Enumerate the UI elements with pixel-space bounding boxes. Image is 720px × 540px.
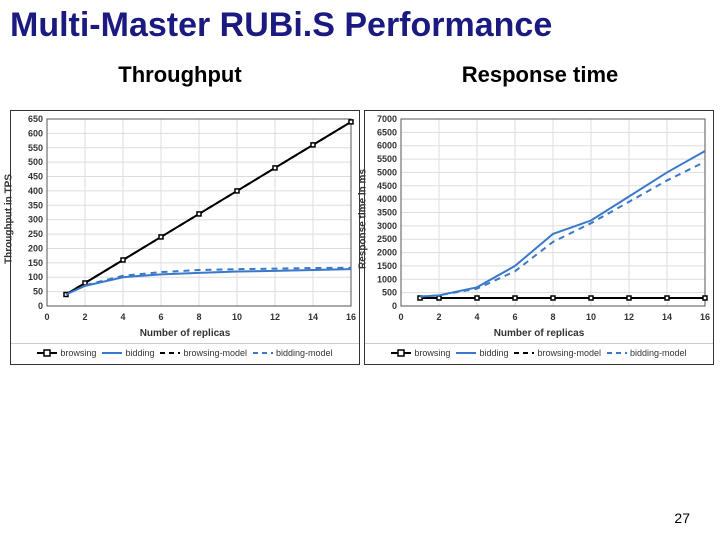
svg-text:2500: 2500: [377, 234, 397, 244]
svg-text:12: 12: [270, 312, 280, 322]
svg-text:0: 0: [398, 312, 403, 322]
svg-text:8: 8: [550, 312, 555, 322]
svg-text:1000: 1000: [377, 274, 397, 284]
svg-text:7000: 7000: [377, 114, 397, 124]
svg-text:10: 10: [586, 312, 596, 322]
legend-item-bidding_model: bidding-model: [253, 348, 333, 358]
svg-text:4500: 4500: [377, 181, 397, 191]
svg-text:12: 12: [624, 312, 634, 322]
legend-swatch-browsing: [391, 348, 411, 358]
legend-swatch-bidding: [102, 348, 122, 358]
svg-text:14: 14: [308, 312, 318, 322]
legend-label-browsing: browsing: [414, 348, 450, 358]
legend-item-bidding_model: bidding-model: [607, 348, 687, 358]
response-chart: Response time in ms 05001000150020002500…: [364, 110, 714, 365]
svg-text:550: 550: [28, 143, 43, 153]
legend-swatch-bidding_model: [253, 348, 273, 358]
svg-text:300: 300: [28, 215, 43, 225]
svg-text:5000: 5000: [377, 167, 397, 177]
svg-text:10: 10: [232, 312, 242, 322]
legend-label-bidding_model: bidding-model: [276, 348, 333, 358]
page-number: 27: [674, 510, 690, 526]
legend-label-browsing_model: browsing-model: [537, 348, 601, 358]
charts-row: Throughput in TPS 0501001502002503003504…: [10, 110, 710, 365]
svg-text:2: 2: [82, 312, 87, 322]
svg-text:0: 0: [44, 312, 49, 322]
legend-swatch-browsing_model: [514, 348, 534, 358]
throughput-plot: 0 50 100 150 200 250 300 350 400 450 500 550 600 650 0…: [11, 111, 359, 326]
svg-text:6: 6: [512, 312, 517, 322]
legend-label-browsing: browsing: [60, 348, 96, 358]
svg-text:4000: 4000: [377, 194, 397, 204]
legend-swatch-browsing_model: [160, 348, 180, 358]
svg-text:500: 500: [382, 288, 397, 298]
legend-item-browsing: browsing: [37, 348, 96, 358]
svg-text:6500: 6500: [377, 127, 397, 137]
response-ylabel: Response time in ms: [358, 168, 369, 268]
throughput-legend: browsing bidding browsing-model bidding-mod…: [11, 343, 359, 364]
legend-label-bidding: bidding: [479, 348, 508, 358]
svg-text:250: 250: [28, 229, 43, 239]
response-legend: browsing bidding browsing-model bidding-mod…: [365, 343, 713, 364]
legend-item-browsing: browsing: [391, 348, 450, 358]
subtitle-response: Response time: [360, 62, 720, 88]
svg-text:150: 150: [28, 258, 43, 268]
throughput-chart: Throughput in TPS 0501001502002503003504…: [10, 110, 360, 365]
svg-text:14: 14: [662, 312, 672, 322]
subtitles-row: Throughput Response time: [0, 62, 720, 88]
svg-text:4: 4: [474, 312, 479, 322]
svg-text:50: 50: [33, 287, 43, 297]
legend-swatch-bidding: [456, 348, 476, 358]
svg-text:2000: 2000: [377, 248, 397, 258]
legend-item-bidding: bidding: [456, 348, 508, 358]
subtitle-throughput: Throughput: [0, 62, 360, 88]
legend-label-bidding: bidding: [125, 348, 154, 358]
legend-label-bidding_model: bidding-model: [630, 348, 687, 358]
svg-text:2: 2: [436, 312, 441, 322]
legend-item-browsing_model: browsing-model: [514, 348, 601, 358]
svg-text:650: 650: [28, 114, 43, 124]
svg-text:450: 450: [28, 172, 43, 182]
svg-text:200: 200: [28, 243, 43, 253]
legend-item-browsing_model: browsing-model: [160, 348, 247, 358]
legend-swatch-browsing: [37, 348, 57, 358]
legend-label-browsing_model: browsing-model: [183, 348, 247, 358]
legend-swatch-bidding_model: [607, 348, 627, 358]
svg-text:6: 6: [158, 312, 163, 322]
svg-text:8: 8: [196, 312, 201, 322]
throughput-ylabel: Throughput in TPS: [4, 174, 15, 264]
svg-text:0: 0: [392, 301, 397, 311]
svg-text:1500: 1500: [377, 261, 397, 271]
response-plot: 0 500 1000 1500 2000 2500 3000 3500 4000 4500 5000…: [365, 111, 713, 326]
svg-text:500: 500: [28, 157, 43, 167]
svg-text:4: 4: [120, 312, 125, 322]
svg-text:400: 400: [28, 186, 43, 196]
slide-title: Multi-Master RUBi.S Performance: [10, 6, 710, 45]
legend-item-bidding: bidding: [102, 348, 154, 358]
svg-text:16: 16: [700, 312, 710, 322]
svg-text:0: 0: [38, 301, 43, 311]
svg-text:5500: 5500: [377, 154, 397, 164]
svg-text:350: 350: [28, 200, 43, 210]
svg-text:3500: 3500: [377, 208, 397, 218]
svg-text:6000: 6000: [377, 141, 397, 151]
response-xlabel: Number of replicas: [365, 328, 713, 339]
svg-text:3000: 3000: [377, 221, 397, 231]
throughput-xlabel: Number of replicas: [11, 328, 359, 339]
svg-text:16: 16: [346, 312, 356, 322]
svg-text:600: 600: [28, 128, 43, 138]
svg-text:100: 100: [28, 272, 43, 282]
